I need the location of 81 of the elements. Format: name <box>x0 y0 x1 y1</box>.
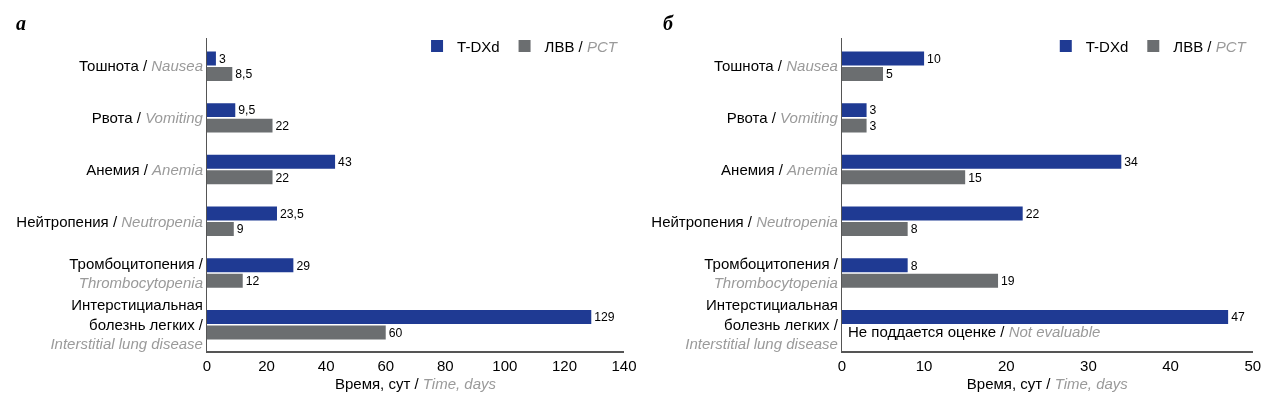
y-tick-label: Тромбоцитопения / Thrombocytopenia <box>704 254 839 291</box>
x-tick-label: 20 <box>997 356 1015 374</box>
data-label: 8,5 <box>235 67 253 82</box>
x-tick-label: 0 <box>202 356 212 374</box>
bar <box>841 103 867 118</box>
y-tick-label: Тошнота / Nausea <box>714 57 838 75</box>
text: а <box>16 12 26 34</box>
x-tick-label: 100 <box>492 356 518 374</box>
x-tick-label: 40 <box>1162 356 1179 374</box>
data-label: 3 <box>869 103 877 118</box>
bar <box>206 309 592 324</box>
bar <box>206 206 277 221</box>
data-label: 29 <box>296 258 311 273</box>
x-tick-label: 10 <box>915 356 933 374</box>
x-axis-title: Время, сут / Time, days <box>334 375 497 393</box>
data-label: 8 <box>910 222 918 237</box>
data-label: 22 <box>275 118 290 133</box>
x-tick-label: 20 <box>258 356 275 374</box>
x-tick-label: 60 <box>377 356 395 374</box>
bar <box>841 222 908 237</box>
bar <box>841 206 1023 221</box>
bar <box>841 309 1229 324</box>
data-label: 22 <box>275 170 290 185</box>
bar <box>841 170 966 185</box>
data-label: 5 <box>886 67 894 82</box>
data-label: 47 <box>1231 310 1245 325</box>
legend-label: T-DXd <box>1085 37 1129 55</box>
y-tick-label: Рвота / Vomiting <box>91 109 204 127</box>
data-label: 19 <box>1001 274 1015 289</box>
x-tick-label: 80 <box>436 356 454 374</box>
y-tick-label: Тромбоцитопения / Thrombocytopenia <box>69 254 204 291</box>
bar <box>206 51 216 66</box>
legend-label: ЛВВ / PCT <box>544 37 619 55</box>
text: б <box>663 12 674 34</box>
y-tick-label: Тошнота / Nausea <box>79 57 203 75</box>
bar <box>841 118 867 133</box>
y-tick-label: Нейтропения / Neutropenia <box>651 212 838 230</box>
data-label: 8 <box>910 258 918 273</box>
bar <box>206 258 294 273</box>
annotation: Не поддается оценке / Not evaluable <box>848 323 1101 340</box>
x-tick-label: 40 <box>317 356 335 374</box>
bar <box>206 273 243 288</box>
y-tick-label: Анемия / Anemia <box>86 160 203 178</box>
data-label: 3 <box>218 51 226 66</box>
bar <box>206 154 336 169</box>
y-tick-label: Анемия / Anemia <box>721 160 838 178</box>
bar <box>841 51 925 66</box>
x-tick-label: 50 <box>1244 356 1262 374</box>
bar <box>841 273 999 288</box>
x-axis-title: Время, сут / Time, days <box>966 375 1129 393</box>
y-tick-label: Интерстициальная болезнь легких / Interstitial lung disease <box>685 296 839 353</box>
y-tick-label: Рвота / Vomiting <box>726 109 839 127</box>
data-label: 22 <box>1025 206 1040 221</box>
legend-label: ЛВВ / PCT <box>1173 37 1248 55</box>
bar <box>206 103 236 118</box>
x-tick-label: 30 <box>1080 356 1097 374</box>
data-label: 9,5 <box>238 103 256 118</box>
x-tick-label: 120 <box>551 356 577 374</box>
x-tick-label: 140 <box>611 356 637 374</box>
legend-label: T-DXd <box>457 37 500 55</box>
y-tick-label: Нейтропения / Neutropenia <box>16 212 203 230</box>
bar <box>841 66 883 81</box>
x-tick-label: 0 <box>837 356 847 374</box>
y-tick-label: Интерстициальная болезнь легких / Interstitial lung disease <box>50 296 204 353</box>
bar <box>206 118 273 133</box>
data-label: 23,5 <box>279 206 304 221</box>
bar <box>841 154 1122 169</box>
bar <box>206 222 234 237</box>
bar <box>206 170 273 185</box>
data-label: 9 <box>236 222 244 237</box>
bar <box>206 325 386 340</box>
data-label: 10 <box>927 51 941 66</box>
data-label: 12 <box>245 274 260 289</box>
data-label: 129 <box>594 310 615 325</box>
bar <box>206 66 233 81</box>
data-label: 34 <box>1124 155 1139 170</box>
data-label: 43 <box>338 155 352 170</box>
bar <box>841 258 908 273</box>
data-label: 60 <box>388 325 403 340</box>
data-label: 15 <box>968 170 982 185</box>
data-label: 3 <box>869 118 877 133</box>
